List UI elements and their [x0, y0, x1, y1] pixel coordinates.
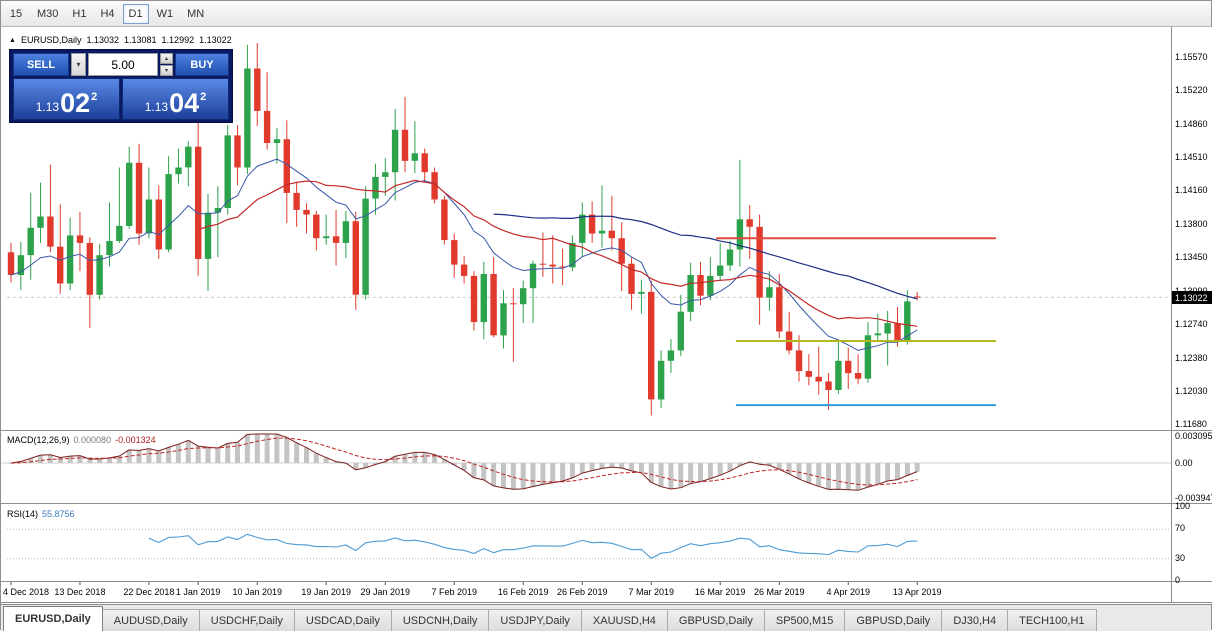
- current-price-badge: 1.13022: [1172, 291, 1212, 304]
- buy-price-pip: 2: [200, 91, 206, 103]
- chart-ohlc-header: ▲ EURUSD,Daily 1.13032 1.13081 1.12992 1…: [9, 35, 232, 45]
- chart-area[interactable]: ▲ EURUSD,Daily 1.13032 1.13081 1.12992 1…: [1, 27, 1212, 604]
- rsi-scale-label: 100: [1175, 501, 1190, 511]
- buy-price-big: 04: [169, 90, 199, 116]
- price-scale-label: 1.12380: [1175, 353, 1208, 363]
- date-axis-label: 26 Feb 2019: [547, 587, 617, 597]
- date-axis-label: 26 Mar 2019: [744, 587, 814, 597]
- date-axis-label: 13 Dec 2018: [45, 587, 115, 597]
- indicator-line: [494, 214, 918, 299]
- chart-tab-usdcnh-daily[interactable]: USDCNH,Daily: [391, 609, 490, 631]
- date-axis-label: 29 Jan 2019: [350, 587, 420, 597]
- ohlc-open: 1.13032: [86, 35, 119, 45]
- date-axis-label: 10 Jan 2019: [222, 587, 292, 597]
- timeframe-button-15[interactable]: 15: [3, 4, 29, 24]
- macd-main-value: 0.000080: [74, 435, 112, 445]
- chart-tab-dj30-h4[interactable]: DJ30,H4: [941, 609, 1008, 631]
- macd-indicator-label: MACD(12,26,9) 0.000080-0.001324: [7, 435, 156, 445]
- rsi-scale-label: 70: [1175, 523, 1185, 533]
- timeframe-button-mn[interactable]: MN: [181, 4, 210, 24]
- date-axis-label: 4 Apr 2019: [813, 587, 883, 597]
- volume-spinner[interactable]: ▴ ▾: [160, 53, 173, 76]
- timeframe-button-d1[interactable]: D1: [123, 4, 149, 24]
- indicator-line: [198, 180, 917, 326]
- volume-input[interactable]: 5.00: [88, 53, 158, 76]
- rsi-name: RSI(14): [7, 509, 38, 519]
- price-scale-label: 1.12030: [1175, 386, 1208, 396]
- macd-scale-label: 0.003095: [1175, 431, 1212, 441]
- ohlc-close: 1.13022: [199, 35, 232, 45]
- price-scale-label: 1.14510: [1175, 152, 1208, 162]
- rsi-value: 55.8756: [42, 509, 75, 519]
- ohlc-low: 1.12992: [162, 35, 195, 45]
- indicator-line: [149, 534, 917, 558]
- chart-tab-gbpusd-daily[interactable]: GBPUSD,Daily: [667, 609, 765, 631]
- price-scale-label: 1.13450: [1175, 252, 1208, 262]
- chart-tab-xauusd-h4[interactable]: XAUUSD,H4: [581, 609, 668, 631]
- chart-tab-usdcad-daily[interactable]: USDCAD,Daily: [294, 609, 392, 631]
- date-axis-label: 13 Apr 2019: [882, 587, 952, 597]
- chart-tab-usdjpy-daily[interactable]: USDJPY,Daily: [488, 609, 582, 631]
- buy-price-button[interactable]: 1.13 04 2: [122, 78, 229, 120]
- macd-name: MACD(12,26,9): [7, 435, 70, 445]
- date-axis-label: 7 Feb 2019: [419, 587, 489, 597]
- chart-tab-usdchf-daily[interactable]: USDCHF,Daily: [199, 609, 295, 631]
- macd-scale-label: 0.00: [1175, 458, 1193, 468]
- ohlc-high: 1.13081: [124, 35, 157, 45]
- chart-tab-sp500-m15[interactable]: SP500,M15: [764, 609, 845, 631]
- date-axis-label: 7 Mar 2019: [616, 587, 686, 597]
- rsi-scale-label: 30: [1175, 553, 1185, 563]
- sell-button[interactable]: SELL: [13, 53, 69, 76]
- timeframe-button-h1[interactable]: H1: [66, 4, 92, 24]
- buy-button[interactable]: BUY: [175, 53, 229, 76]
- price-scale-label: 1.15220: [1175, 85, 1208, 95]
- price-scale-label: 1.14160: [1175, 185, 1208, 195]
- price-scale-label: 1.13800: [1175, 219, 1208, 229]
- volume-dropdown-arrow-icon[interactable]: ▾: [71, 53, 86, 76]
- rsi-scale-label: 0: [1175, 575, 1180, 585]
- buy-price-prefix: 1.13: [145, 98, 168, 116]
- sell-price-button[interactable]: 1.13 02 2: [13, 78, 120, 120]
- price-scale-label: 1.14860: [1175, 119, 1208, 129]
- one-click-trading-panel: SELL ▾ 5.00 ▴ ▾ BUY 1.13 02 2 1.13 04: [9, 49, 233, 123]
- chart-tab-gbpusd-daily[interactable]: GBPUSD,Daily: [844, 609, 942, 631]
- chart-tab-eurusd-daily[interactable]: EURUSD,Daily: [3, 606, 103, 631]
- price-scale-label: 1.12740: [1175, 319, 1208, 329]
- chart-symbol-icon: ▲: [9, 37, 16, 44]
- rsi-indicator-label: RSI(14) 55.8756: [7, 509, 75, 519]
- timeframe-button-h4[interactable]: H4: [94, 4, 120, 24]
- timeframe-button-m30[interactable]: M30: [31, 4, 64, 24]
- volume-decrease-icon[interactable]: ▾: [160, 65, 173, 76]
- volume-increase-icon[interactable]: ▴: [160, 53, 173, 64]
- chart-tab-audusd-daily[interactable]: AUDUSD,Daily: [102, 609, 200, 631]
- chart-symbol-label: EURUSD,Daily: [21, 35, 82, 45]
- price-scale-label: 1.15570: [1175, 52, 1208, 62]
- macd-signal-value: -0.001324: [115, 435, 156, 445]
- timeframe-button-w1[interactable]: W1: [151, 4, 180, 24]
- sell-price-pip: 2: [91, 91, 97, 103]
- chart-tab-tech100-h1[interactable]: TECH100,H1: [1007, 609, 1096, 631]
- sell-price-big: 02: [60, 90, 90, 116]
- price-scale-label: 1.11680: [1175, 419, 1207, 429]
- sell-price-prefix: 1.13: [36, 98, 59, 116]
